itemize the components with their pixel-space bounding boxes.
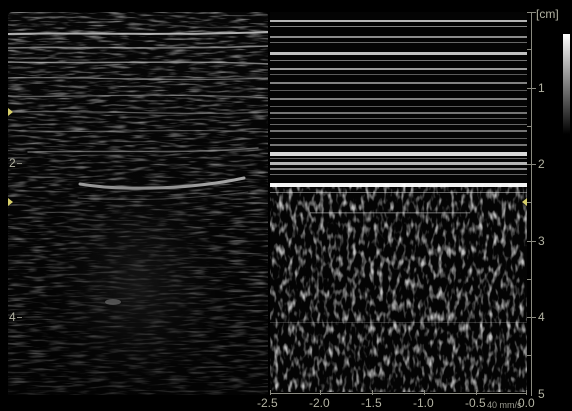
time-tick-minus-2-0 — [320, 390, 321, 395]
depth-tick-4 — [527, 317, 536, 318]
depth-tick-1-5 — [527, 126, 532, 127]
depth-label-5: 5 — [538, 387, 545, 401]
time-tick-minus-2-5 — [270, 390, 271, 395]
time-tick-minus-0-5 — [476, 390, 477, 395]
depth-unit-label: [cm] — [536, 7, 559, 21]
depth-tick-3-5 — [527, 279, 532, 280]
focus-marker-bmode-2-icon — [8, 198, 13, 206]
time-tick-minus-1-0 — [424, 390, 425, 395]
grayscale-bar-icon — [563, 34, 570, 134]
time-label-minus-0-5: -0.5 — [465, 396, 486, 410]
depth-tick-2-5 — [527, 202, 532, 203]
time-axis-line — [270, 393, 527, 394]
depth-label-1: 1 — [538, 81, 545, 95]
depth-label-3: 3 — [538, 234, 545, 248]
bmode-depth-label-4: 4 — [9, 310, 16, 324]
bmode-depth-tick-2 — [17, 163, 22, 164]
depth-tick-2 — [527, 164, 536, 165]
depth-scale-axis — [531, 12, 532, 396]
depth-tick-0-5 — [527, 49, 532, 50]
time-label-minus-2-0: -2.0 — [309, 396, 330, 410]
focus-marker-bmode-1-icon — [8, 108, 13, 116]
focus-marker-right-icon — [522, 198, 527, 206]
time-label-minus-2-5: -2.5 — [257, 396, 278, 410]
sweep-speed-label: 40 mm/s — [487, 400, 522, 410]
depth-label-4: 4 — [538, 310, 545, 324]
time-label-minus-1-5: -1.5 — [361, 396, 382, 410]
depth-tick-1 — [527, 88, 536, 89]
time-tick-minus-1-5 — [372, 390, 373, 395]
depth-tick-4-5 — [527, 355, 532, 356]
depth-tick-3 — [527, 241, 536, 242]
depth-label-2: 2 — [538, 157, 545, 171]
bmode-depth-label-2: 2 — [9, 156, 16, 170]
mmode-trace — [270, 12, 527, 392]
time-label-0-0: 0.0 — [518, 396, 535, 410]
time-tick-0-0 — [526, 390, 527, 395]
bmode-depth-tick-4 — [17, 317, 22, 318]
bmode-image — [8, 12, 268, 395]
depth-tick-0 — [527, 12, 536, 13]
time-label-minus-1-0: -1.0 — [413, 396, 434, 410]
